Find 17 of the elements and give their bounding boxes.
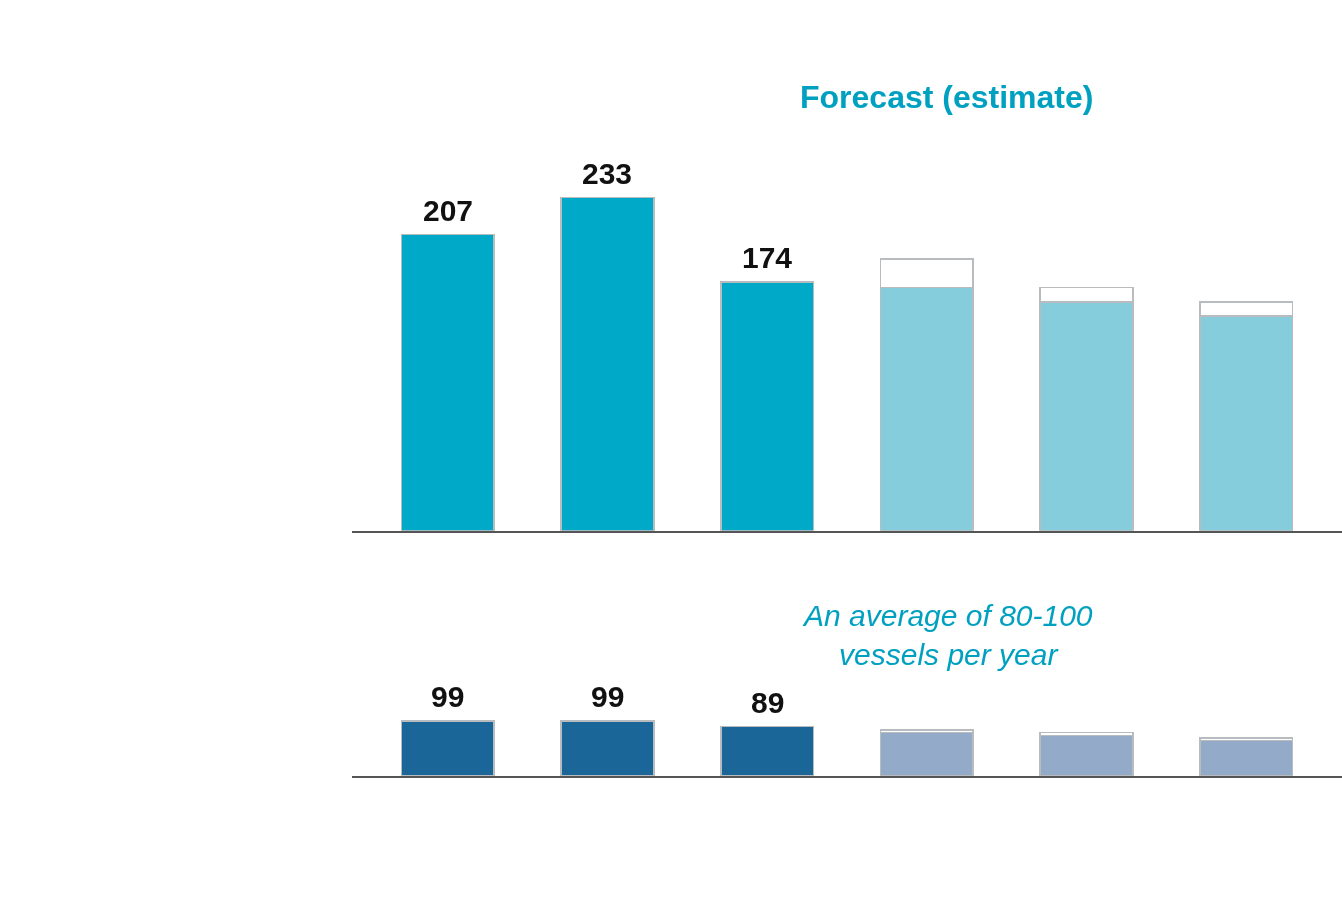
- data-label: 99: [431, 680, 465, 713]
- data-label: 233: [582, 157, 633, 190]
- data-label: 99: [591, 680, 625, 713]
- bar: [560, 720, 655, 777]
- data-label: 207: [423, 194, 474, 227]
- data-label: 89: [751, 686, 785, 719]
- text: Forecast (estimate): [800, 79, 1094, 115]
- bar: [1039, 734, 1134, 777]
- bar: [400, 720, 495, 777]
- bar: [720, 725, 815, 777]
- data-label: 174: [742, 241, 793, 274]
- bar: [720, 281, 815, 531]
- bar: [400, 233, 495, 531]
- bar: [879, 731, 974, 777]
- bar: [1199, 739, 1294, 777]
- bar: [560, 196, 655, 531]
- text: An average of 80-100 vessels per year: [802, 599, 1093, 671]
